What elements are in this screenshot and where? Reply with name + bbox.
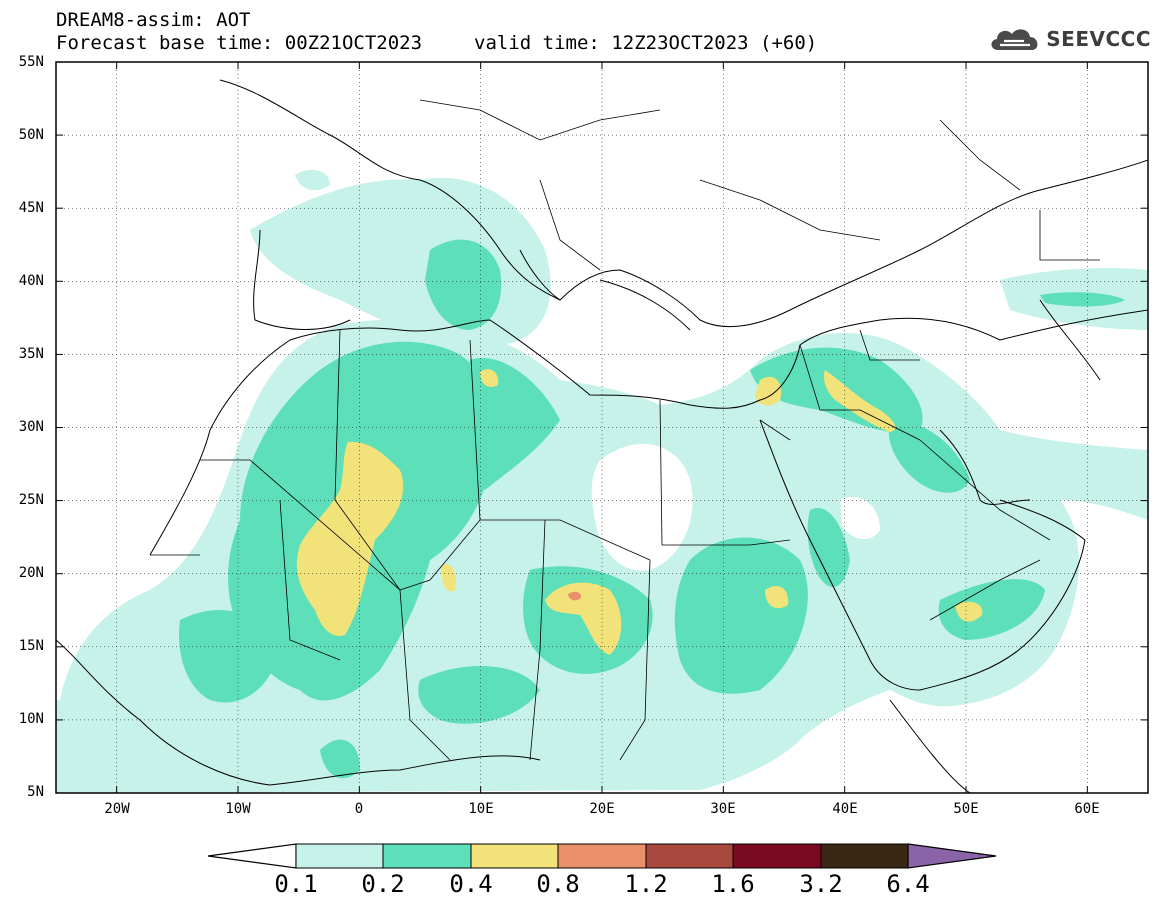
lon-label: 50E xyxy=(953,801,979,817)
base-time: Forecast base time: 00Z21OCT2023 xyxy=(56,32,423,54)
lon-label: 60E xyxy=(1074,801,1100,817)
lat-label: 45N xyxy=(18,200,44,216)
colorbar-label: 1.6 xyxy=(711,870,755,898)
cloud-icon xyxy=(991,29,1038,50)
colorbar-bin-6 xyxy=(732,843,822,869)
lon-label: 10E xyxy=(468,801,494,817)
lon-label: 40E xyxy=(832,801,858,817)
colorbar-label: 0.1 xyxy=(274,870,318,898)
colorbar-bin-3 xyxy=(470,843,559,869)
colorbar-label: 3.2 xyxy=(799,870,843,898)
seevccc-logo: SEEVCCC xyxy=(988,24,1151,54)
lat-label: 15N xyxy=(18,638,44,654)
lat-label: 40N xyxy=(18,273,44,289)
lon-label: 20E xyxy=(589,801,615,817)
colorbar-label: 0.2 xyxy=(361,870,405,898)
lat-label: 55N xyxy=(18,54,44,70)
colorbar-bin-4 xyxy=(557,843,647,869)
colorbar-label: 1.2 xyxy=(624,870,668,898)
country-borders xyxy=(150,99,1100,761)
lat-label: 25N xyxy=(18,492,44,508)
colorbar-label: 0.4 xyxy=(449,870,493,898)
colorbar-bin-7 xyxy=(820,843,909,869)
map-ticks xyxy=(56,61,1148,794)
aot-level-08 xyxy=(568,591,582,601)
colorbar-over-arrow xyxy=(907,843,997,869)
logo-text: SEEVCCC xyxy=(1046,27,1151,51)
lat-label: 30N xyxy=(18,419,44,435)
aot-level-04 xyxy=(296,369,983,655)
valid-time: valid time: 12Z23OCT2023 (+60) xyxy=(474,32,818,54)
colorbar xyxy=(207,843,997,869)
lat-label: 50N xyxy=(18,127,44,143)
colorbar-under-arrow xyxy=(207,843,297,869)
product-name: DREAM8-assim: AOT xyxy=(56,9,251,31)
lon-label: 0 xyxy=(354,801,364,817)
aot-contours xyxy=(56,169,1148,793)
lon-label: 10W xyxy=(225,801,251,817)
lat-label: 20N xyxy=(18,565,44,581)
clear-patches xyxy=(152,443,880,571)
forecast-times: Forecast base time: 00Z21OCT2023 valid ti… xyxy=(56,33,817,54)
map-title: DREAM8-assim: AOT xyxy=(56,10,250,31)
lat-label: 5N xyxy=(27,784,44,800)
lon-label: 20W xyxy=(104,801,130,817)
colorbar-bin-2 xyxy=(382,843,472,869)
colorbar-bin-1 xyxy=(295,843,384,869)
colorbar-label: 0.8 xyxy=(536,870,580,898)
lat-label: 10N xyxy=(18,711,44,727)
lat-label: 35N xyxy=(18,346,44,362)
lon-label: 30E xyxy=(710,801,736,817)
colorbar-label: 6.4 xyxy=(886,870,930,898)
colorbar-bin-5 xyxy=(645,843,734,869)
coastlines xyxy=(56,79,1148,793)
